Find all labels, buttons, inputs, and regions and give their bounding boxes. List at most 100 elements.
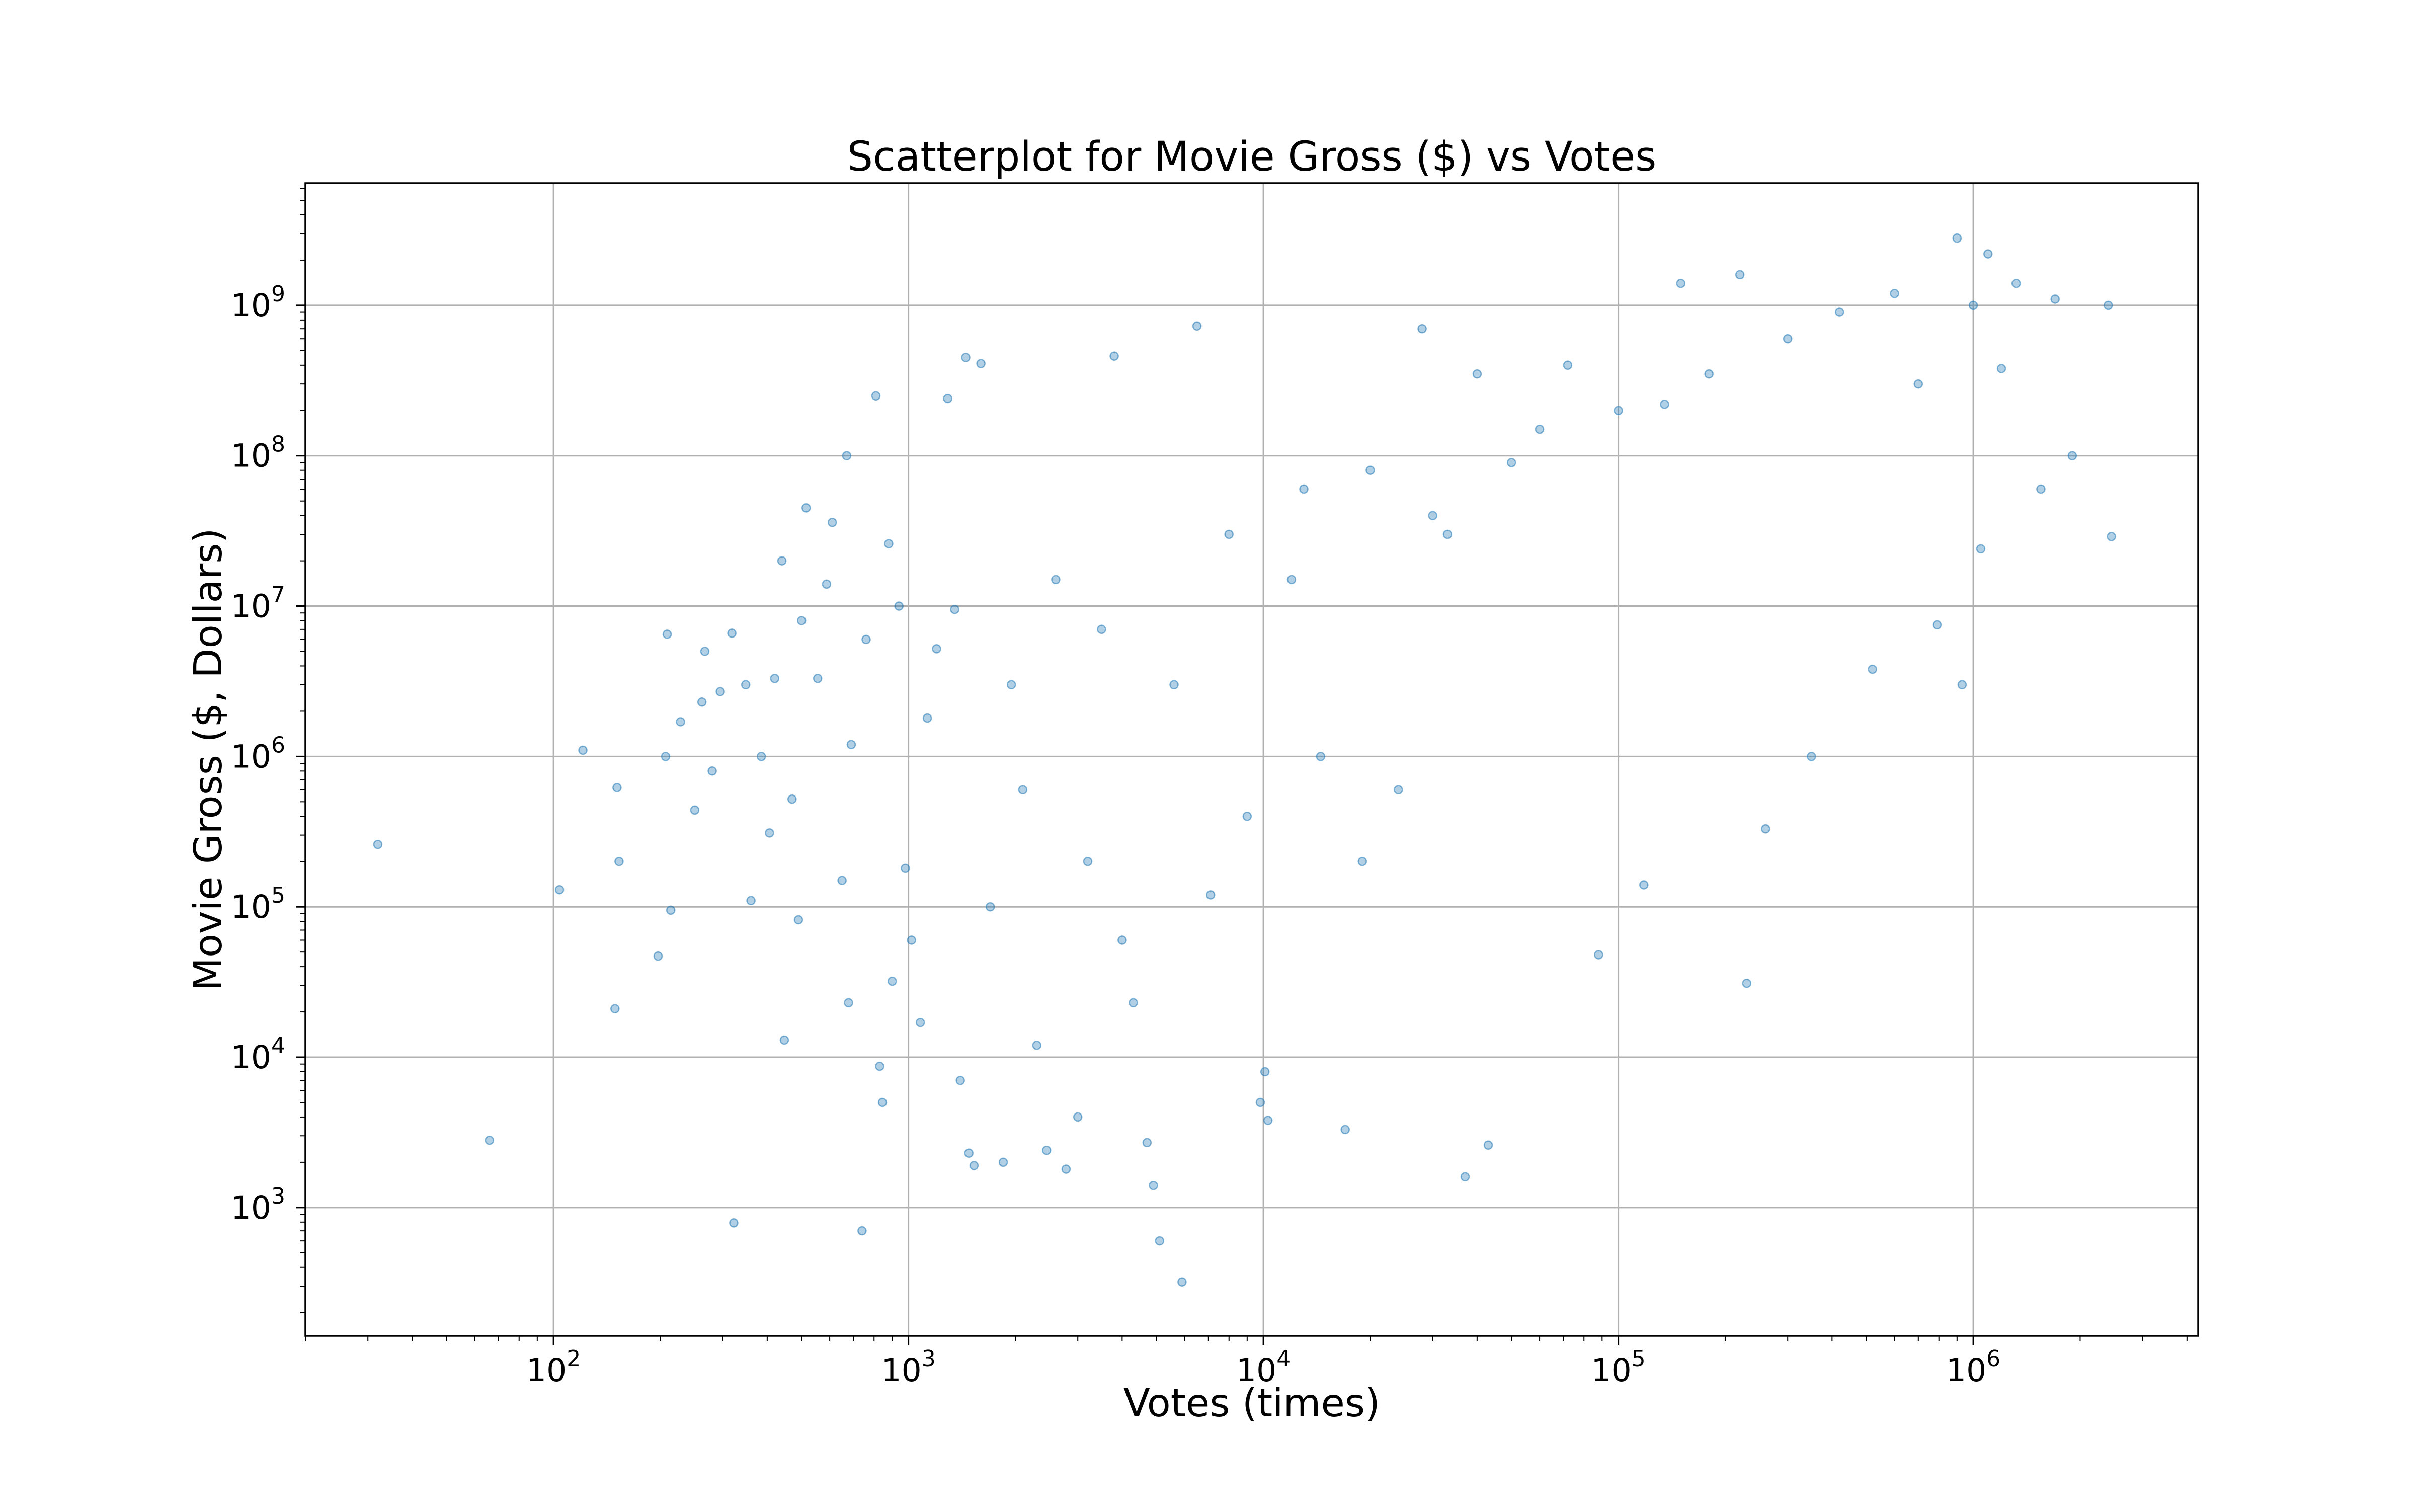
scatter-point <box>827 518 837 527</box>
scatter-point <box>676 717 685 727</box>
scatter-point <box>2107 532 2116 541</box>
scatter-point <box>741 680 751 690</box>
scatter-point <box>2011 278 2021 288</box>
y-tick-label: 108 <box>231 432 285 474</box>
scatter-point <box>1676 278 1686 288</box>
scatter-point <box>1255 1097 1265 1107</box>
scatter-point <box>1460 1172 1470 1182</box>
scatter-point <box>813 674 823 683</box>
x-axis-label: Votes (times) <box>1123 1381 1380 1426</box>
y-tick-label: 104 <box>231 1033 285 1076</box>
scatter-point <box>700 647 710 656</box>
scatter-point <box>1365 465 1375 475</box>
scatter-point <box>976 359 986 368</box>
scatter-point <box>770 674 780 683</box>
scatter-point <box>1018 785 1028 794</box>
axis-ticks: 102 103 104 105 106 103 104 105 106 107 108 109 <box>231 188 2188 1389</box>
scatter-point <box>1890 289 1899 298</box>
scatter-point <box>1996 364 2006 373</box>
scatter-point <box>1563 360 1573 370</box>
scatter-point <box>884 539 894 548</box>
y-tick-label: 109 <box>231 281 285 324</box>
scatter-point <box>1177 1277 1187 1287</box>
scatter-point <box>2067 451 2077 460</box>
scatter-point <box>1735 270 1745 280</box>
scatter-point <box>846 740 856 749</box>
scatter-point <box>1535 424 1545 434</box>
scatter-point <box>1357 856 1367 866</box>
scatter-point <box>1472 369 1482 379</box>
scatter-point <box>715 687 725 696</box>
scatter-point <box>861 634 871 645</box>
scatter-point <box>1299 484 1309 494</box>
x-tick-label: 106 <box>1946 1346 2000 1389</box>
x-tick-label: 105 <box>1591 1346 1646 1389</box>
y-tick-label: 105 <box>231 883 285 925</box>
scatter-point <box>1032 1041 1042 1050</box>
scatter-point <box>2050 294 2060 304</box>
grid-lines <box>305 183 2198 1336</box>
scatter-point <box>777 556 787 566</box>
scatter-point <box>729 1218 739 1228</box>
scatter-point <box>697 697 707 707</box>
scatter-point <box>932 644 941 654</box>
scatter-point <box>756 752 766 761</box>
scatter-point <box>373 839 383 849</box>
scatter-point <box>793 915 803 925</box>
scatter-point <box>485 1135 495 1145</box>
scatter-point <box>1442 529 1453 539</box>
scatter-point <box>915 1017 925 1027</box>
scatter-point <box>1968 300 1978 310</box>
scatter-point <box>578 745 588 755</box>
scatter-point <box>1394 785 1403 794</box>
scatter-points <box>373 233 2116 1287</box>
scatter-point <box>985 902 995 912</box>
scatter-point <box>690 805 700 815</box>
scatter-point <box>612 783 622 792</box>
scatter-point <box>950 604 959 614</box>
scatter-point <box>765 828 774 838</box>
scatter-point <box>1097 624 1106 634</box>
scatter-point <box>1952 233 1962 243</box>
scatter-point <box>857 1226 867 1236</box>
scatter-point <box>922 713 932 723</box>
scatter-point <box>875 1061 884 1071</box>
x-tick-label: 102 <box>526 1346 581 1389</box>
scatter-point <box>1205 890 1216 900</box>
scatter-point <box>1129 998 1138 1008</box>
scatter-point <box>964 1148 974 1158</box>
y-tick-label: 107 <box>231 582 285 625</box>
scatter-point <box>1286 575 1297 585</box>
scatter-point <box>1417 324 1427 334</box>
x-tick-label: 104 <box>1236 1346 1291 1389</box>
scatter-point <box>614 856 624 866</box>
scatter-point <box>961 353 971 362</box>
scatter-point <box>1483 1140 1493 1150</box>
scatter-point <box>796 616 807 625</box>
scatter-point <box>1051 575 1061 585</box>
scatter-point <box>707 766 717 776</box>
chart-title: Scatterplot for Movie Gross ($) vs Votes <box>847 133 1657 181</box>
scatter-point <box>1192 321 1202 331</box>
scatter-point <box>779 1035 789 1045</box>
scatter-point <box>955 1076 965 1085</box>
scatter-point <box>1868 664 1877 674</box>
scatter-point <box>907 935 916 945</box>
scatter-point <box>1340 1125 1350 1135</box>
scatter-point <box>1316 752 1326 761</box>
scatter-point <box>1242 812 1252 821</box>
scatter-point <box>787 794 797 804</box>
scatter-point <box>1169 680 1179 690</box>
scatter-point <box>2036 484 2046 494</box>
scatter-point <box>1983 249 1993 259</box>
x-tick-label: 103 <box>881 1346 936 1389</box>
scatter-point <box>653 951 663 961</box>
scatter-point <box>1835 307 1844 317</box>
scatter-point <box>1957 680 1967 690</box>
scatter-point <box>837 876 847 885</box>
scatter-point <box>1263 1116 1273 1125</box>
scatter-point <box>727 628 737 638</box>
